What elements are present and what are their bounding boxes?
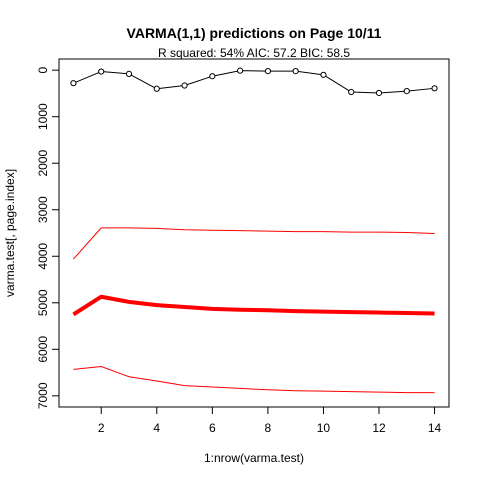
series-line-4 — [73, 366, 435, 394]
plot-frame — [58, 58, 450, 408]
data-point — [153, 85, 160, 92]
data-point — [348, 88, 355, 96]
x-tick-label: 10 — [317, 421, 331, 435]
data-point — [237, 67, 244, 74]
x-tick-label: 6 — [209, 421, 216, 435]
data-point — [209, 73, 216, 80]
x-axis-label: 1:nrow(varma.test) — [204, 451, 304, 465]
y-axis: 0 1000 2000 3000 4000 5000 6000 7000 — [36, 67, 60, 409]
y-tick-label: 1000 — [36, 103, 50, 130]
x-tick-label: 12 — [372, 421, 386, 435]
y-tick-label: 3000 — [36, 196, 50, 223]
y-tick-label: 2000 — [36, 150, 50, 177]
y-tick-label: 6000 — [36, 336, 50, 363]
data-point — [98, 68, 105, 75]
data-point — [181, 82, 188, 89]
x-tick-label: 4 — [153, 421, 160, 435]
x-axis: 2 4 6 8 10 12 14 — [98, 406, 442, 435]
data-point — [431, 85, 438, 92]
data-point — [264, 67, 271, 75]
data-point — [292, 67, 299, 75]
data-point — [403, 88, 410, 95]
data-point — [375, 89, 383, 97]
y-tick-label: 7000 — [36, 382, 50, 409]
chart-subtitle: R squared: 54% AIC: 57.2 BIC: 58.5 — [158, 46, 350, 60]
series-line-3 — [72, 294, 435, 317]
y-tick-label: 4000 — [36, 243, 50, 270]
y-tick-label: 0 — [36, 67, 50, 74]
series-line-2 — [73, 227, 435, 260]
series-layer — [70, 67, 438, 394]
x-tick-label: 14 — [428, 421, 442, 435]
data-point — [70, 80, 77, 87]
y-axis-label: varma.test[, page.index] — [3, 169, 17, 297]
data-point — [125, 70, 133, 77]
y-tick-label: 5000 — [36, 289, 50, 316]
x-tick-label: 2 — [98, 421, 105, 435]
series-line-1 — [73, 70, 435, 94]
chart-title: VARMA(1,1) predictions on Page 10/11 — [127, 25, 382, 41]
data-point — [320, 71, 327, 78]
x-tick-label: 8 — [265, 421, 272, 435]
